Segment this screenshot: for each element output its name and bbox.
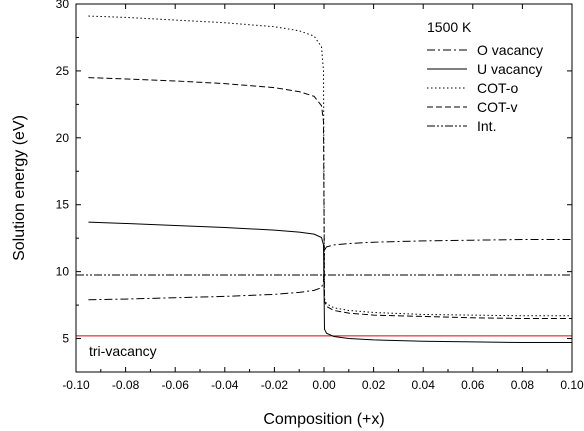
x-tick-label: 0.10 <box>560 378 584 392</box>
x-tick-label: 0.06 <box>461 378 485 392</box>
x-tick-label: 0.04 <box>412 378 436 392</box>
x-tick-label: 0.08 <box>511 378 535 392</box>
series-line <box>88 77 572 319</box>
legend-label: Int. <box>477 118 496 134</box>
x-tick-label: -0.04 <box>211 378 239 392</box>
legend-item-u-vacancy: U vacancy <box>427 61 542 77</box>
y-tick-label: 25 <box>56 64 70 78</box>
x-tick-label: -0.08 <box>112 378 140 392</box>
legend-item-cot-v: COT-v <box>427 99 517 115</box>
x-tick-label: 0.00 <box>312 378 336 392</box>
legend-item-o-vacancy: O vacancy <box>427 42 543 58</box>
x-axis-label: Composition (+x) <box>263 411 384 428</box>
series-line <box>88 239 572 301</box>
y-axis-label: Solution energy (eV) <box>11 115 28 261</box>
y-tick-label: 20 <box>56 131 70 145</box>
legend-item-int: Int. <box>427 118 496 134</box>
series-o-vacancy <box>88 239 572 301</box>
y-tick-label: 5 <box>62 332 69 346</box>
series-line <box>88 15 572 317</box>
x-tick-label: -0.02 <box>261 378 289 392</box>
axis-ticks: -0.10 -0.08 -0.06 -0.04 -0.02 0.00 0.02 0.04 0.0… <box>56 0 584 392</box>
y-tick-label: 15 <box>56 198 70 212</box>
legend-label: COT-v <box>477 99 517 115</box>
legend-label: COT-o <box>477 80 518 96</box>
legend: 1500 K O vacancy U vacancy COT-o COT-v Int. <box>427 19 543 134</box>
legend-title: 1500 K <box>427 19 472 35</box>
series-layer <box>76 15 572 344</box>
series-cot-o <box>88 15 572 317</box>
x-tick-label: -0.06 <box>162 378 190 392</box>
legend-label: U vacancy <box>477 61 542 77</box>
annotation-tri-vacancy: tri-vacancy <box>89 343 157 359</box>
series-cot-v <box>88 77 572 319</box>
legend-label: O vacancy <box>477 42 543 58</box>
x-tick-label: 0.02 <box>362 378 386 392</box>
x-tick-label: -0.10 <box>62 378 90 392</box>
y-tick-label: 10 <box>56 265 70 279</box>
y-tick-label: 30 <box>56 0 70 11</box>
legend-item-cot-o: COT-o <box>427 80 518 96</box>
